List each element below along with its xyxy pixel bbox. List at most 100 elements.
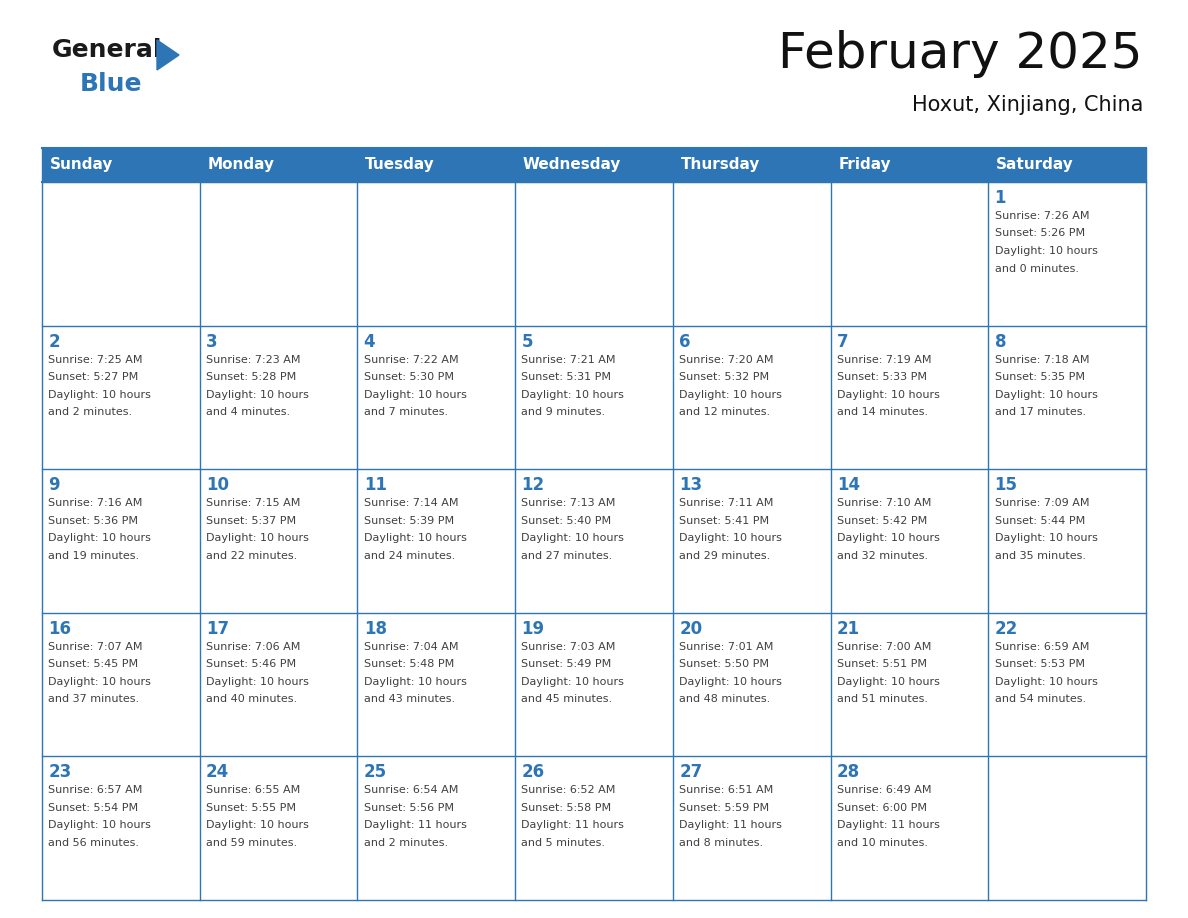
Text: Daylight: 10 hours: Daylight: 10 hours <box>364 533 467 543</box>
Text: Sunrise: 7:16 AM: Sunrise: 7:16 AM <box>49 498 143 509</box>
Text: 16: 16 <box>49 620 71 638</box>
Text: Daylight: 11 hours: Daylight: 11 hours <box>836 821 940 831</box>
Text: Daylight: 10 hours: Daylight: 10 hours <box>994 389 1098 399</box>
Text: Sunrise: 7:15 AM: Sunrise: 7:15 AM <box>206 498 301 509</box>
Text: Daylight: 10 hours: Daylight: 10 hours <box>836 533 940 543</box>
Text: 13: 13 <box>680 476 702 494</box>
Text: and 40 minutes.: and 40 minutes. <box>206 694 297 704</box>
Text: Sunrise: 7:14 AM: Sunrise: 7:14 AM <box>364 498 459 509</box>
Text: and 37 minutes.: and 37 minutes. <box>49 694 139 704</box>
Text: 19: 19 <box>522 620 544 638</box>
Text: 11: 11 <box>364 476 387 494</box>
Text: Sunset: 5:37 PM: Sunset: 5:37 PM <box>206 516 296 526</box>
Text: Sunrise: 6:54 AM: Sunrise: 6:54 AM <box>364 786 459 795</box>
Text: Daylight: 10 hours: Daylight: 10 hours <box>680 533 782 543</box>
Text: Sunset: 5:40 PM: Sunset: 5:40 PM <box>522 516 612 526</box>
Text: Daylight: 10 hours: Daylight: 10 hours <box>836 677 940 687</box>
Text: and 35 minutes.: and 35 minutes. <box>994 551 1086 561</box>
Text: 15: 15 <box>994 476 1018 494</box>
Text: Sunset: 5:45 PM: Sunset: 5:45 PM <box>49 659 139 669</box>
Text: 12: 12 <box>522 476 544 494</box>
Text: Daylight: 10 hours: Daylight: 10 hours <box>364 389 467 399</box>
Text: 14: 14 <box>836 476 860 494</box>
Text: 10: 10 <box>206 476 229 494</box>
Text: Daylight: 10 hours: Daylight: 10 hours <box>206 533 309 543</box>
Text: Sunrise: 7:03 AM: Sunrise: 7:03 AM <box>522 642 615 652</box>
Text: 6: 6 <box>680 332 690 351</box>
Text: Sunset: 6:00 PM: Sunset: 6:00 PM <box>836 803 927 813</box>
Text: Daylight: 10 hours: Daylight: 10 hours <box>522 533 625 543</box>
Text: and 19 minutes.: and 19 minutes. <box>49 551 139 561</box>
Text: Sunset: 5:26 PM: Sunset: 5:26 PM <box>994 229 1085 239</box>
Text: and 32 minutes.: and 32 minutes. <box>836 551 928 561</box>
Text: Sunrise: 6:55 AM: Sunrise: 6:55 AM <box>206 786 301 795</box>
Text: Sunrise: 6:59 AM: Sunrise: 6:59 AM <box>994 642 1089 652</box>
Text: and 45 minutes.: and 45 minutes. <box>522 694 613 704</box>
Text: Sunday: Sunday <box>50 158 113 173</box>
Text: Friday: Friday <box>839 158 891 173</box>
Text: Sunrise: 7:20 AM: Sunrise: 7:20 AM <box>680 354 773 364</box>
Text: Sunset: 5:56 PM: Sunset: 5:56 PM <box>364 803 454 813</box>
Text: Sunset: 5:50 PM: Sunset: 5:50 PM <box>680 659 769 669</box>
Text: 22: 22 <box>994 620 1018 638</box>
Text: 9: 9 <box>49 476 59 494</box>
Text: 21: 21 <box>836 620 860 638</box>
Text: 2: 2 <box>49 332 59 351</box>
Text: Monday: Monday <box>208 158 274 173</box>
Text: 20: 20 <box>680 620 702 638</box>
Text: and 9 minutes.: and 9 minutes. <box>522 407 606 417</box>
Text: Daylight: 10 hours: Daylight: 10 hours <box>680 677 782 687</box>
Text: Sunrise: 7:01 AM: Sunrise: 7:01 AM <box>680 642 773 652</box>
Text: Sunrise: 7:06 AM: Sunrise: 7:06 AM <box>206 642 301 652</box>
Text: Blue: Blue <box>80 72 143 96</box>
Text: Sunrise: 6:51 AM: Sunrise: 6:51 AM <box>680 786 773 795</box>
Text: Sunrise: 7:25 AM: Sunrise: 7:25 AM <box>49 354 143 364</box>
Text: Sunset: 5:44 PM: Sunset: 5:44 PM <box>994 516 1085 526</box>
Text: Sunrise: 7:11 AM: Sunrise: 7:11 AM <box>680 498 773 509</box>
Text: and 0 minutes.: and 0 minutes. <box>994 263 1079 274</box>
Text: Sunrise: 7:07 AM: Sunrise: 7:07 AM <box>49 642 143 652</box>
Text: Sunrise: 7:23 AM: Sunrise: 7:23 AM <box>206 354 301 364</box>
Text: and 56 minutes.: and 56 minutes. <box>49 838 139 848</box>
Text: Sunset: 5:54 PM: Sunset: 5:54 PM <box>49 803 139 813</box>
Text: and 24 minutes.: and 24 minutes. <box>364 551 455 561</box>
Text: Sunset: 5:55 PM: Sunset: 5:55 PM <box>206 803 296 813</box>
Text: Daylight: 10 hours: Daylight: 10 hours <box>522 677 625 687</box>
Text: Wednesday: Wednesday <box>523 158 621 173</box>
Text: Sunrise: 7:26 AM: Sunrise: 7:26 AM <box>994 211 1089 221</box>
Text: General: General <box>52 38 163 62</box>
Text: and 51 minutes.: and 51 minutes. <box>836 694 928 704</box>
Text: Sunrise: 7:04 AM: Sunrise: 7:04 AM <box>364 642 459 652</box>
Text: Sunrise: 7:18 AM: Sunrise: 7:18 AM <box>994 354 1089 364</box>
Text: 28: 28 <box>836 764 860 781</box>
Text: 1: 1 <box>994 189 1006 207</box>
Text: Sunset: 5:41 PM: Sunset: 5:41 PM <box>680 516 770 526</box>
Text: Sunset: 5:46 PM: Sunset: 5:46 PM <box>206 659 296 669</box>
Text: and 12 minutes.: and 12 minutes. <box>680 407 770 417</box>
Text: Daylight: 10 hours: Daylight: 10 hours <box>49 389 151 399</box>
Text: Sunrise: 7:09 AM: Sunrise: 7:09 AM <box>994 498 1089 509</box>
Text: 5: 5 <box>522 332 533 351</box>
Text: Daylight: 10 hours: Daylight: 10 hours <box>49 533 151 543</box>
Text: Daylight: 10 hours: Daylight: 10 hours <box>994 677 1098 687</box>
Text: and 29 minutes.: and 29 minutes. <box>680 551 770 561</box>
Text: and 4 minutes.: and 4 minutes. <box>206 407 290 417</box>
Text: Daylight: 10 hours: Daylight: 10 hours <box>206 677 309 687</box>
Text: Sunrise: 6:49 AM: Sunrise: 6:49 AM <box>836 786 931 795</box>
Text: 17: 17 <box>206 620 229 638</box>
Text: 27: 27 <box>680 764 702 781</box>
Text: Sunset: 5:27 PM: Sunset: 5:27 PM <box>49 372 139 382</box>
Text: Daylight: 10 hours: Daylight: 10 hours <box>994 246 1098 256</box>
Text: Daylight: 10 hours: Daylight: 10 hours <box>680 389 782 399</box>
Text: and 17 minutes.: and 17 minutes. <box>994 407 1086 417</box>
Text: Sunrise: 6:52 AM: Sunrise: 6:52 AM <box>522 786 615 795</box>
Text: Daylight: 10 hours: Daylight: 10 hours <box>206 821 309 831</box>
Text: Daylight: 11 hours: Daylight: 11 hours <box>680 821 782 831</box>
Text: Daylight: 10 hours: Daylight: 10 hours <box>206 389 309 399</box>
Text: Sunset: 5:51 PM: Sunset: 5:51 PM <box>836 659 927 669</box>
Text: and 10 minutes.: and 10 minutes. <box>836 838 928 848</box>
Text: Sunrise: 7:10 AM: Sunrise: 7:10 AM <box>836 498 931 509</box>
Text: Daylight: 10 hours: Daylight: 10 hours <box>49 821 151 831</box>
Text: Sunset: 5:28 PM: Sunset: 5:28 PM <box>206 372 296 382</box>
Text: and 22 minutes.: and 22 minutes. <box>206 551 297 561</box>
